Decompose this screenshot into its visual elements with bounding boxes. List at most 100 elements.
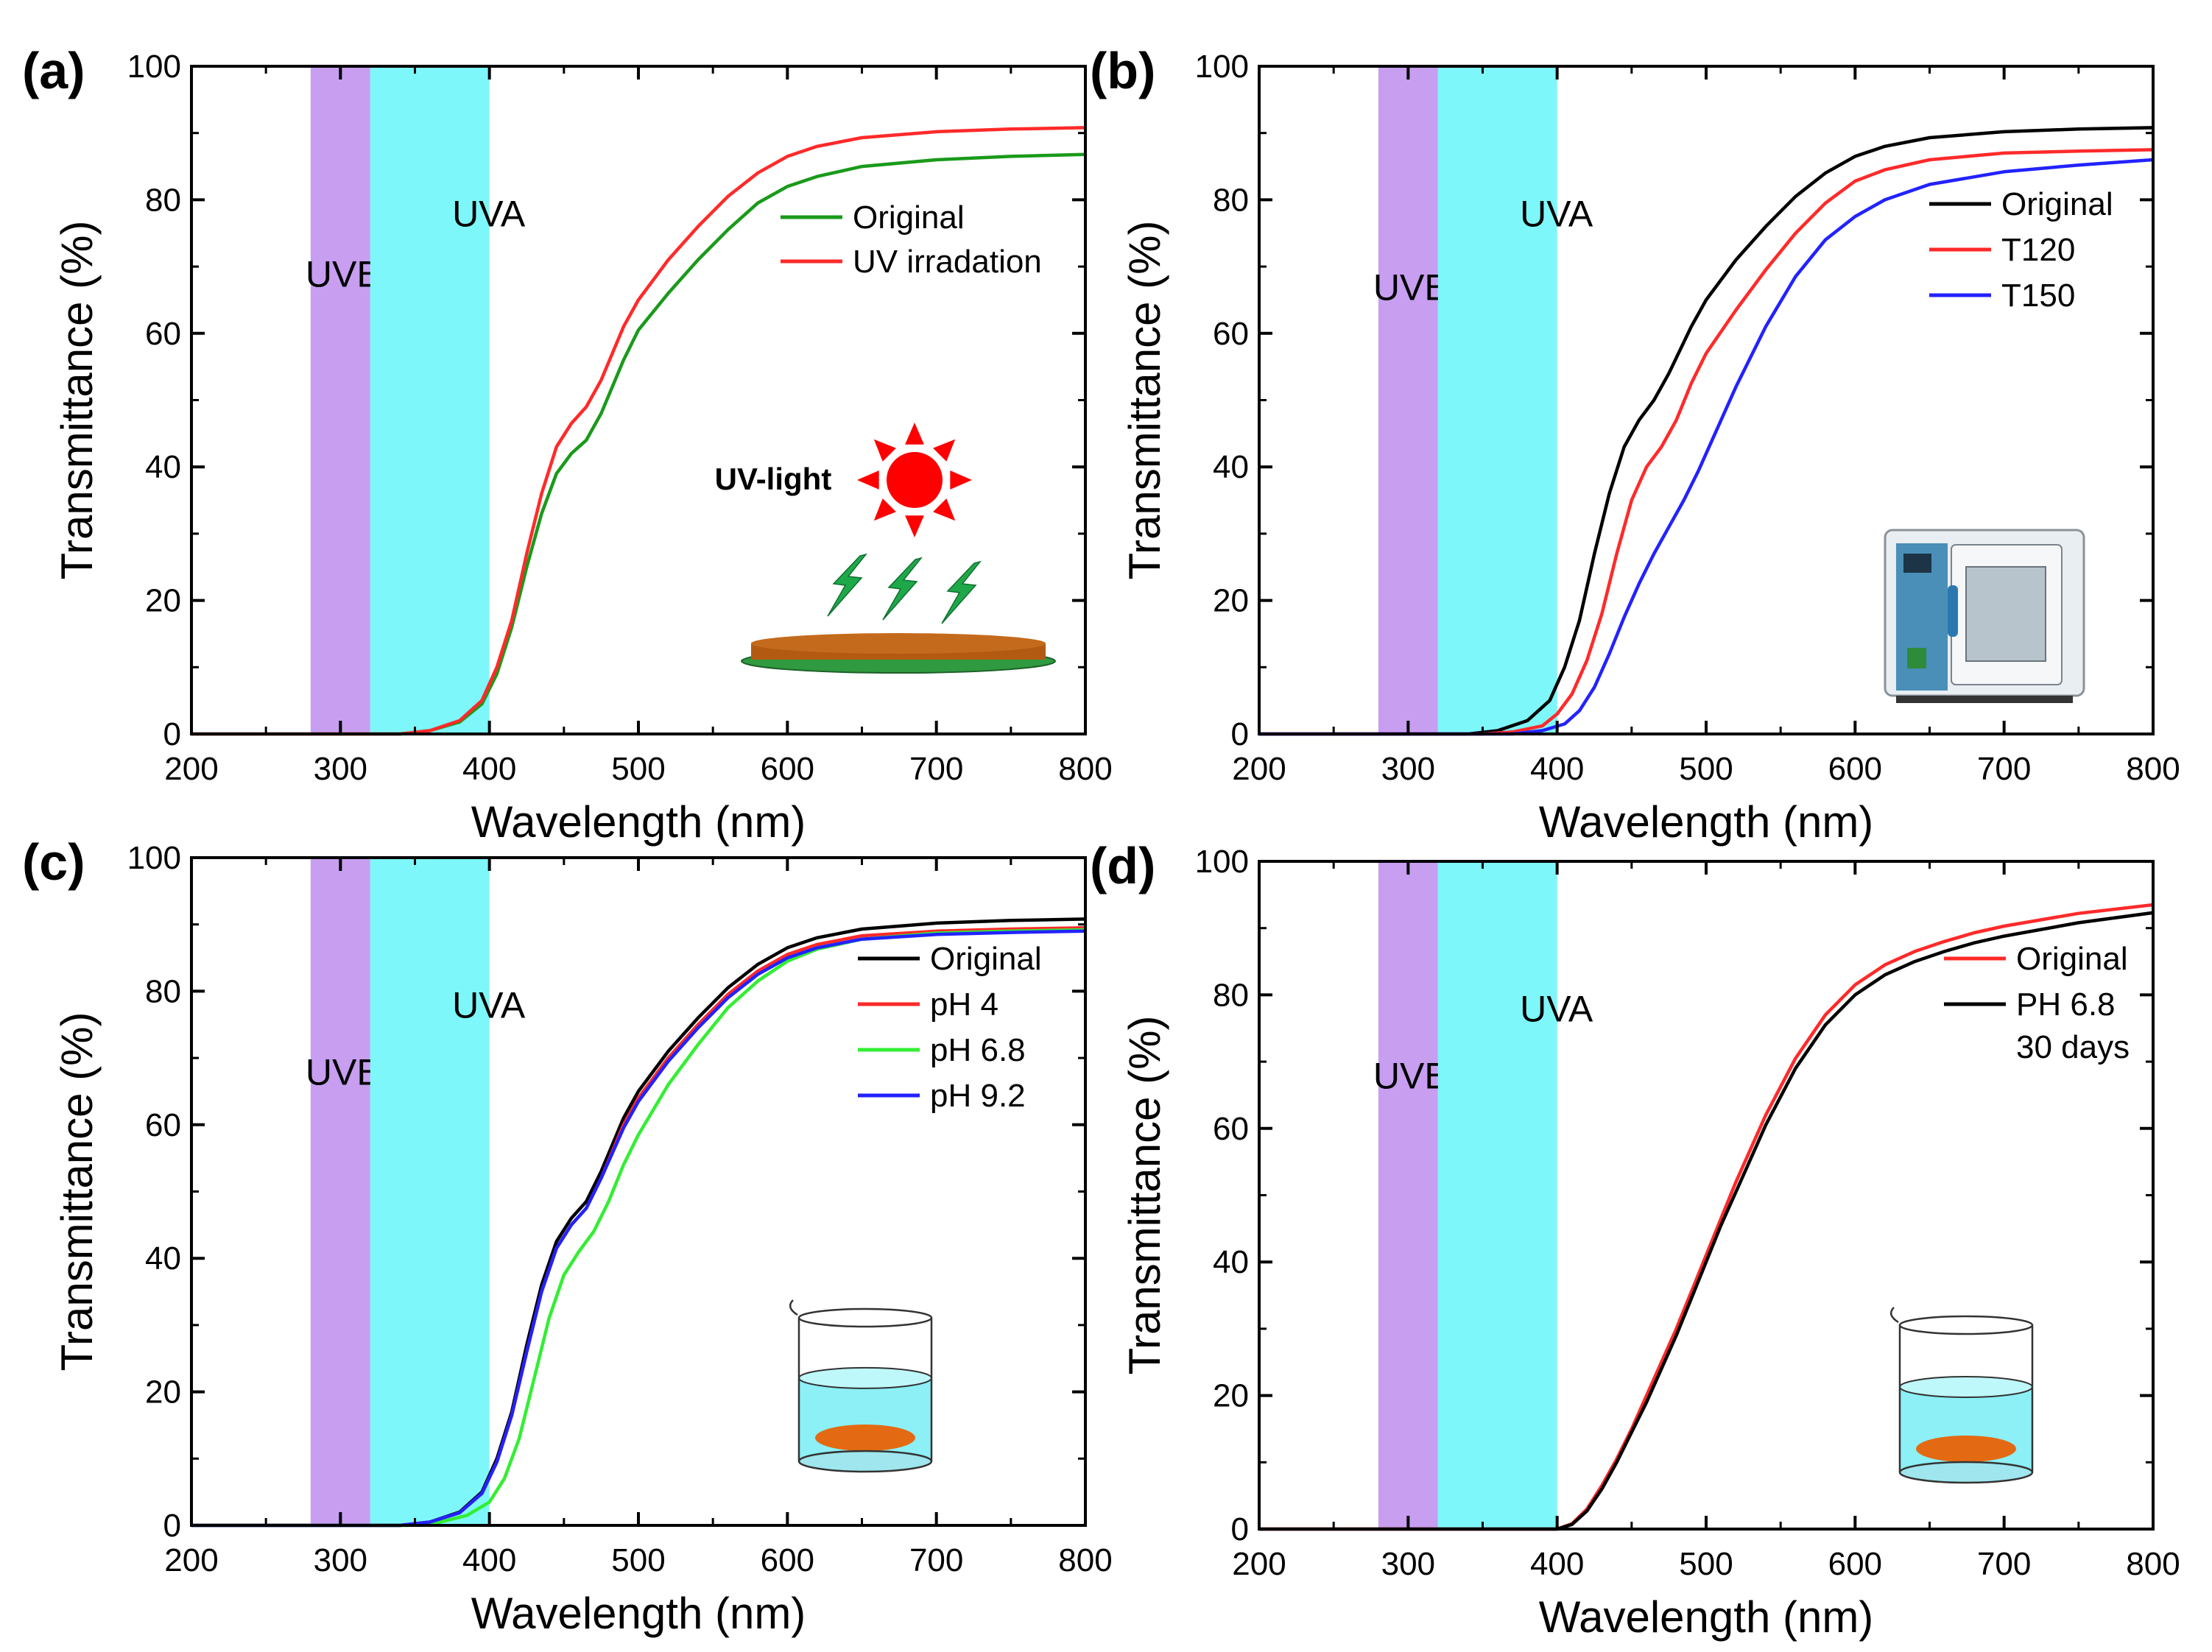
y-tick-label: 100 bbox=[1195, 49, 1249, 85]
x-tick-label: 300 bbox=[1381, 1546, 1435, 1582]
legend-label: pH 9.2 bbox=[930, 1078, 1026, 1114]
x-tick-label: 500 bbox=[611, 751, 665, 787]
legend: Original PH 6.8 30 days bbox=[1944, 941, 2130, 1065]
legend-label: Original bbox=[853, 200, 965, 236]
legend-label: Original bbox=[2001, 186, 2113, 222]
x-tick-label: 400 bbox=[462, 1542, 516, 1578]
sun-ray bbox=[905, 423, 924, 445]
band-label-uvb: UVB bbox=[1373, 1055, 1449, 1096]
band-uvb bbox=[310, 858, 370, 1525]
series-line-0 bbox=[1259, 126, 2154, 736]
y-tick-label: 20 bbox=[1213, 1378, 1249, 1414]
legend: Original UV irradation bbox=[781, 200, 1042, 280]
y-tick-label: 60 bbox=[145, 316, 181, 352]
x-tick-label: 300 bbox=[314, 1542, 367, 1578]
y-axis-label: Transmittance (%) bbox=[52, 1012, 102, 1372]
y-axis-label: Transmittance (%) bbox=[1120, 1016, 1169, 1375]
sun-ray bbox=[873, 439, 896, 462]
series-line-0 bbox=[191, 152, 1086, 736]
y-tick-label: 40 bbox=[1213, 1244, 1249, 1280]
beaker-rim bbox=[1898, 1315, 2034, 1335]
x-tick-label: 800 bbox=[1058, 1542, 1112, 1578]
y-tick-label: 0 bbox=[163, 1508, 181, 1544]
oven-window bbox=[1965, 566, 2046, 662]
panel-d: UVB UVA 200 300 400 500 600 700 800 0 20 40 60 80 100 W… bbox=[1090, 837, 2180, 1642]
panel-label: (c) bbox=[22, 833, 85, 891]
sun-ray bbox=[933, 498, 956, 521]
x-tick-label: 600 bbox=[761, 751, 814, 787]
x-tick-label: 600 bbox=[1828, 751, 1882, 787]
sun-ray bbox=[905, 515, 924, 537]
legend-label: Original bbox=[2016, 941, 2128, 977]
beaker-bottom bbox=[797, 1450, 933, 1473]
x-tick-label: 300 bbox=[1381, 751, 1435, 787]
band-uvb bbox=[1378, 66, 1438, 734]
legend-label: pH 6.8 bbox=[930, 1032, 1026, 1068]
lightning-icon bbox=[941, 560, 982, 624]
panel-label: (b) bbox=[1090, 42, 1155, 99]
x-tick-label: 700 bbox=[1977, 1546, 2031, 1582]
y-tick-label: 80 bbox=[145, 973, 181, 1009]
legend-label: UV irradation bbox=[853, 244, 1042, 280]
oven-switch bbox=[1907, 648, 1926, 668]
sun-ray bbox=[933, 439, 956, 462]
panel-label: (a) bbox=[22, 42, 85, 99]
x-tick-label: 700 bbox=[909, 751, 963, 787]
uv-light-label: UV-light bbox=[715, 462, 832, 496]
sun-icon bbox=[887, 452, 943, 508]
x-tick-label: 400 bbox=[1530, 1546, 1584, 1582]
series-line-2 bbox=[1259, 158, 2154, 736]
y-tick-label: 0 bbox=[163, 716, 181, 752]
band-uva bbox=[370, 66, 490, 734]
y-tick-label: 40 bbox=[1213, 449, 1249, 485]
sun-ray bbox=[873, 498, 896, 521]
band-label-uvb: UVB bbox=[1373, 266, 1449, 308]
band-label-uvb: UVB bbox=[306, 253, 381, 294]
legend-label: pH 4 bbox=[930, 986, 998, 1023]
y-tick-label: 80 bbox=[145, 182, 181, 218]
y-tick-label: 60 bbox=[145, 1107, 181, 1143]
y-tick-label: 0 bbox=[1231, 716, 1249, 752]
panel-c: UVB UVA 200 300 400 500 600 700 800 0 20 40 60 80 100 W… bbox=[22, 833, 1113, 1638]
x-tick-label: 800 bbox=[2126, 1546, 2180, 1582]
x-tick-label: 600 bbox=[1828, 1546, 1882, 1582]
beaker-spout bbox=[789, 1299, 798, 1316]
x-axis-label: Wavelength (nm) bbox=[471, 797, 806, 847]
sun-ray bbox=[950, 470, 972, 490]
x-tick-label: 400 bbox=[1530, 751, 1584, 787]
beaker-bottom bbox=[1898, 1461, 2034, 1484]
beaker-water-surface bbox=[798, 1366, 932, 1389]
x-tick-label: 200 bbox=[1232, 751, 1286, 787]
panel-a: UVB UVA 200 300 400 500 600 700 800 0 20 40 60 80 100 W… bbox=[22, 42, 1113, 847]
y-tick-label: 20 bbox=[145, 583, 181, 619]
beaker-inset bbox=[1889, 1307, 2034, 1484]
band-uvb bbox=[1378, 861, 1438, 1529]
y-tick-label: 100 bbox=[1195, 844, 1249, 880]
beaker-sample bbox=[1916, 1436, 2016, 1462]
band-uvb bbox=[310, 66, 370, 734]
y-tick-label: 60 bbox=[1213, 1111, 1249, 1147]
series-line-1 bbox=[191, 126, 1086, 736]
lightning-icon bbox=[882, 557, 923, 621]
x-tick-label: 500 bbox=[1679, 1546, 1733, 1582]
x-tick-label: 800 bbox=[2126, 751, 2180, 787]
band-label-uvb: UVB bbox=[306, 1051, 381, 1092]
x-tick-label: 400 bbox=[462, 751, 516, 787]
band-uva bbox=[1437, 861, 1557, 1529]
band-label-uva: UVA bbox=[1520, 194, 1593, 235]
y-axis-label: Transmittance (%) bbox=[52, 221, 102, 580]
x-tick-label: 200 bbox=[164, 751, 218, 787]
band-label-uva: UVA bbox=[1520, 989, 1593, 1030]
series-line-3 bbox=[191, 929, 1086, 1528]
y-tick-label: 100 bbox=[127, 840, 181, 876]
y-tick-label: 100 bbox=[127, 49, 181, 85]
oven-handle bbox=[1948, 585, 1958, 637]
legend: Original T120 T150 bbox=[1929, 186, 2113, 314]
y-tick-label: 80 bbox=[1213, 182, 1249, 218]
lightning-icon bbox=[827, 553, 867, 617]
beaker-spout bbox=[1889, 1307, 1899, 1324]
y-tick-label: 20 bbox=[1213, 583, 1249, 619]
legend-label: T120 bbox=[2001, 232, 2075, 268]
x-axis-label: Wavelength (nm) bbox=[1539, 797, 1874, 847]
